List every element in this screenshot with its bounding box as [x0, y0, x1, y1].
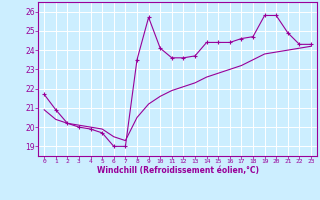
X-axis label: Windchill (Refroidissement éolien,°C): Windchill (Refroidissement éolien,°C)	[97, 166, 259, 175]
